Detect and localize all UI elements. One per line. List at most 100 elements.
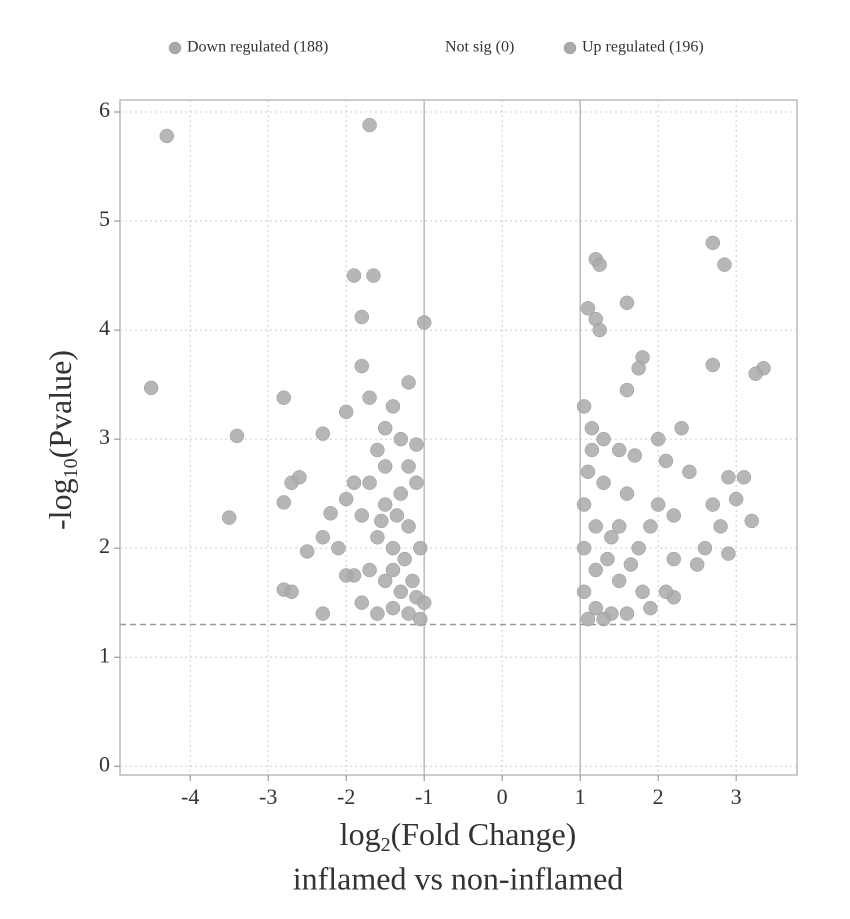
point — [386, 601, 400, 615]
point — [667, 552, 681, 566]
legend-marker — [564, 42, 576, 54]
y-axis-label-part: 10 — [60, 458, 82, 478]
x-tick-label: -4 — [181, 784, 199, 809]
point — [292, 470, 306, 484]
point — [402, 375, 416, 389]
point — [690, 558, 704, 572]
point — [714, 519, 728, 533]
point — [612, 574, 626, 588]
y-tick-label: 6 — [99, 97, 110, 122]
point — [585, 443, 599, 457]
point — [386, 541, 400, 555]
point — [363, 391, 377, 405]
point — [597, 432, 611, 446]
point — [363, 118, 377, 132]
x-tick-label: 0 — [497, 784, 508, 809]
x-tick-label: 2 — [653, 784, 664, 809]
chart: -4-3-2-101230123456Down regulated (188)N… — [0, 0, 850, 919]
x-axis-subtitle: inflamed vs non-inflamed — [293, 860, 624, 896]
y-tick-label: 2 — [99, 533, 110, 558]
point — [363, 476, 377, 490]
point — [339, 568, 353, 582]
point — [409, 438, 423, 452]
point — [378, 421, 392, 435]
y-tick-label: 5 — [99, 206, 110, 231]
point — [729, 492, 743, 506]
point — [643, 601, 657, 615]
point — [577, 585, 591, 599]
point — [632, 361, 646, 375]
point — [597, 476, 611, 490]
point — [589, 519, 603, 533]
point — [597, 612, 611, 626]
point — [659, 454, 673, 468]
x-axis-label-part: 2 — [381, 834, 391, 856]
point — [316, 607, 330, 621]
point — [706, 358, 720, 372]
point — [394, 432, 408, 446]
point — [355, 596, 369, 610]
point — [370, 607, 384, 621]
point — [230, 429, 244, 443]
point — [620, 487, 634, 501]
legend-marker — [169, 42, 181, 54]
point — [651, 432, 665, 446]
x-tick-label: -2 — [337, 784, 355, 809]
point — [355, 508, 369, 522]
point — [675, 421, 689, 435]
y-tick-label: 0 — [99, 751, 110, 776]
point — [581, 465, 595, 479]
point — [577, 399, 591, 413]
point — [324, 506, 338, 520]
legend-label: Down regulated (188) — [187, 39, 328, 56]
point — [620, 383, 634, 397]
y-tick-label: 4 — [99, 315, 110, 340]
point — [737, 470, 751, 484]
point — [316, 530, 330, 544]
point — [659, 585, 673, 599]
point — [593, 323, 607, 337]
x-tick-label: 1 — [575, 784, 586, 809]
point — [355, 310, 369, 324]
point — [577, 498, 591, 512]
y-axis-label: -log10(Pvalue) — [42, 350, 81, 530]
point — [667, 508, 681, 522]
point — [277, 391, 291, 405]
point — [374, 514, 388, 528]
legend-label: Up regulated (196) — [582, 39, 704, 56]
point — [277, 495, 291, 509]
point — [632, 541, 646, 555]
x-axis-label-part: log — [340, 816, 381, 852]
point — [378, 498, 392, 512]
point — [593, 258, 607, 272]
point — [581, 301, 595, 315]
point — [285, 585, 299, 599]
point — [745, 514, 759, 528]
x-tick-label: -3 — [259, 784, 277, 809]
y-axis-label-part: (Pvalue) — [42, 350, 78, 458]
point — [612, 519, 626, 533]
point — [600, 552, 614, 566]
point — [620, 607, 634, 621]
point — [339, 405, 353, 419]
point — [417, 315, 431, 329]
point — [144, 381, 158, 395]
point — [405, 574, 419, 588]
point — [402, 519, 416, 533]
point — [643, 519, 657, 533]
point — [370, 443, 384, 457]
point — [402, 459, 416, 473]
point — [589, 563, 603, 577]
point — [390, 508, 404, 522]
point — [581, 612, 595, 626]
point — [347, 476, 361, 490]
point — [363, 563, 377, 577]
x-tick-label: -1 — [415, 784, 433, 809]
point — [398, 552, 412, 566]
point — [682, 465, 696, 479]
point — [413, 612, 427, 626]
point — [316, 427, 330, 441]
point — [706, 498, 720, 512]
point — [386, 399, 400, 413]
point — [721, 470, 735, 484]
